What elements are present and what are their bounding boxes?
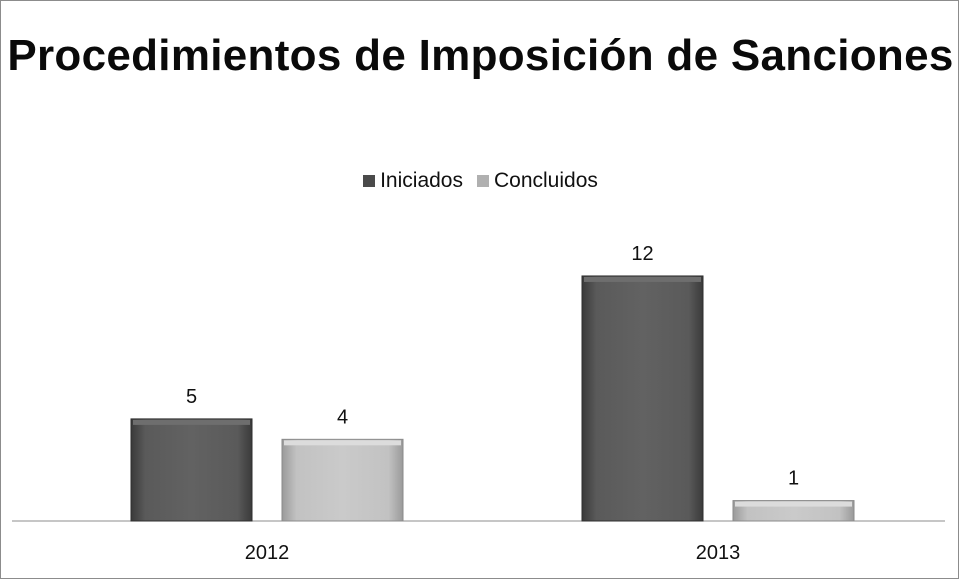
bar-bevel-iniciados-2013 (584, 276, 701, 282)
x-tick-label-2013: 2013 (696, 542, 741, 564)
data-label-iniciados-2012: 5 (186, 386, 197, 408)
bar-concluidos-2013 (732, 500, 855, 522)
data-label-iniciados-2013: 12 (631, 243, 653, 265)
chart-title-text: Procedimientos de Imposición de Sancione… (7, 31, 954, 80)
x-tick-label-2012: 2012 (245, 542, 290, 564)
bar-rect-concluidos-2012 (281, 438, 404, 522)
legend-label-iniciados: Iniciados (380, 169, 463, 192)
bar-rect-iniciados-2012 (130, 418, 253, 522)
bar-bevel-iniciados-2012 (133, 419, 250, 425)
legend-swatch-concluidos (476, 175, 489, 187)
bar-iniciados-2013 (581, 275, 704, 522)
data-label-concluidos-2013: 1 (788, 468, 799, 490)
chart-legend: Iniciados Concluidos (1, 169, 959, 193)
legend-item-iniciados: Iniciados (363, 169, 463, 193)
data-label-concluidos-2012: 4 (337, 406, 348, 428)
bar-concluidos-2012 (281, 438, 404, 522)
bar-bevel-concluidos-2012 (284, 440, 401, 446)
bar-rect-iniciados-2013 (581, 275, 704, 522)
legend-item-concluidos: Concluidos (476, 169, 598, 193)
legend-swatch-iniciados (363, 175, 376, 187)
bar-iniciados-2012 (130, 418, 253, 522)
legend-label-concluidos: Concluidos (493, 169, 598, 192)
chart-title: Procedimientos de Imposición de Sancione… (1, 29, 959, 83)
bar-bevel-concluidos-2013 (735, 501, 852, 507)
